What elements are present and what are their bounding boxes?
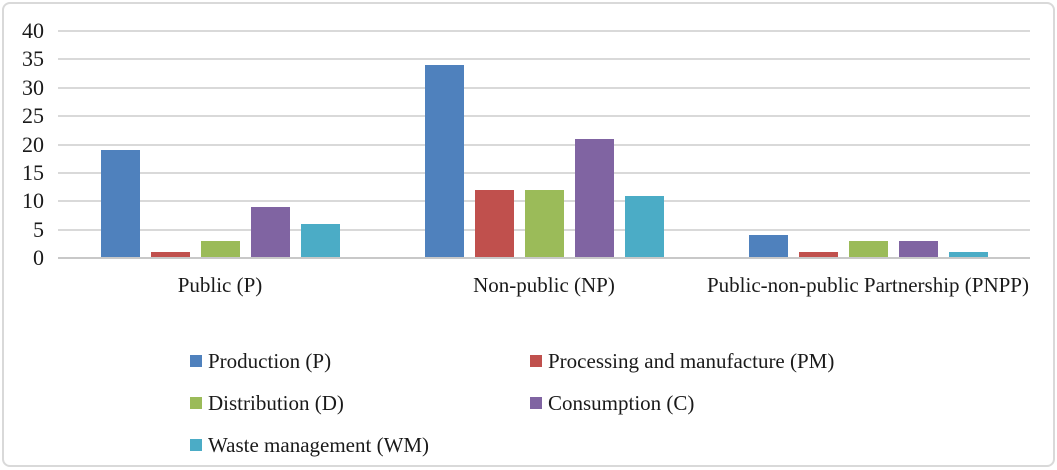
x-axis-label: Non-public (NP) [473, 273, 615, 297]
bar [474, 189, 514, 258]
legend-label: Waste management (WM) [208, 432, 430, 457]
gridline [58, 58, 1030, 61]
x-axis-label: Public (P) [177, 273, 263, 297]
legend-label: Consumption (C) [548, 390, 695, 415]
x-axis-label: Public-non-public Partnership (PNPP) [707, 273, 1029, 297]
bar [524, 189, 564, 258]
bar [898, 240, 938, 258]
bar [150, 252, 190, 258]
bar [624, 195, 664, 258]
legend-label: Production (P) [208, 348, 332, 373]
legend-label: Distribution (D) [208, 390, 344, 415]
x-axis-line [58, 257, 1030, 259]
y-axis-tick-label: 25 [22, 103, 44, 129]
y-axis-tick-label: 20 [22, 131, 44, 157]
bar [798, 252, 838, 258]
bar [250, 206, 290, 258]
bar [200, 240, 240, 258]
legend-swatch [190, 439, 202, 451]
y-axis-tick-label: 0 [33, 245, 44, 270]
bar [848, 240, 888, 258]
legend-label: Processing and manufacture (PM) [548, 348, 835, 373]
bar [424, 65, 464, 258]
legend-item: Processing and manufacture (PM) [530, 349, 834, 373]
bar [574, 138, 614, 258]
gridline [58, 115, 1030, 118]
legend-swatch [530, 397, 542, 409]
y-axis-tick-label: 30 [22, 74, 44, 100]
legend-item: Production (P) [190, 349, 331, 373]
bar [748, 235, 788, 258]
legend-item: Waste management (WM) [190, 433, 429, 457]
gridline [58, 30, 1030, 32]
gridline [58, 86, 1030, 89]
legend-swatch [530, 355, 542, 367]
y-axis-tick-label: 15 [22, 159, 44, 185]
legend-item: Consumption (C) [530, 391, 694, 415]
bar [100, 150, 140, 258]
legend-swatch [190, 397, 202, 409]
y-axis-tick-label: 10 [22, 188, 44, 214]
legend-item: Distribution (D) [190, 391, 344, 415]
gridline [58, 171, 1030, 174]
y-axis-tick-label: 35 [22, 46, 44, 72]
y-axis-tick-label: 5 [33, 216, 44, 242]
legend-swatch [190, 355, 202, 367]
y-axis-tick-label: 40 [22, 18, 44, 43]
bar [948, 252, 988, 258]
bar [300, 223, 340, 258]
gridline [58, 143, 1030, 146]
